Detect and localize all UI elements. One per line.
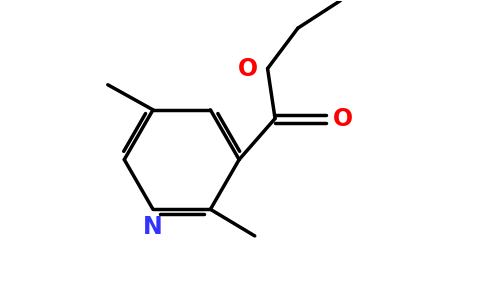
Text: N: N [143, 215, 163, 239]
Text: O: O [238, 57, 258, 81]
Text: O: O [333, 106, 353, 130]
